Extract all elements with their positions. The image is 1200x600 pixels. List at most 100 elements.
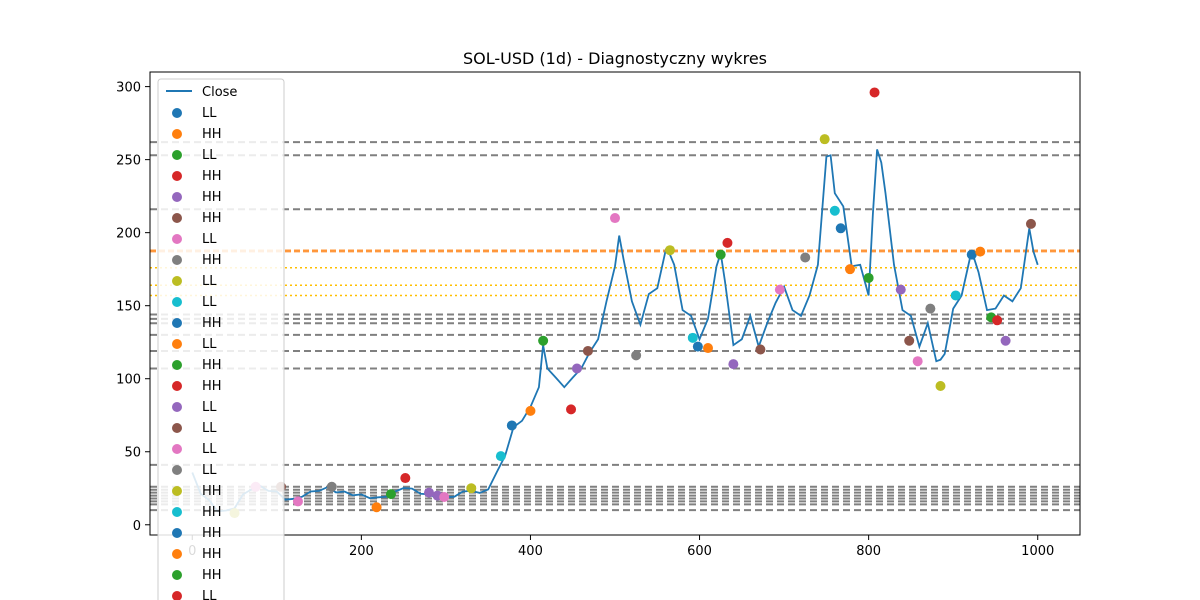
legend-pivot-swatch [172,255,182,265]
x-tick-label: 800 [856,544,881,559]
pivot-marker [1025,218,1036,229]
pivot-marker [895,284,906,295]
pivot-marker-ll [722,237,733,248]
pivot-marker-hh [506,420,517,431]
legend-pivot-label: HH [202,547,222,562]
legend-pivot-label: HH [202,316,222,331]
pivot-marker-ll [292,496,303,507]
pivot-marker-hh [692,341,703,352]
y-tick-label: 250 [116,154,141,169]
legend-pivot-label: LL [202,463,217,478]
legend-pivot-label: LL [202,274,217,289]
legend-pivot-label: LL [202,442,217,457]
legend-pivot-label: LL [202,337,217,352]
legend-pivot-label: LL [202,295,217,310]
legend-box [157,78,285,600]
pivot-marker-ll [571,363,582,374]
pivot-marker [819,134,830,145]
pivot-marker [424,487,434,498]
pivot-marker-hh [400,473,411,484]
pivot-marker [975,246,986,257]
pivot-marker [869,87,880,98]
pivot-marker [1000,335,1011,346]
legend-pivot-label: HH [202,568,222,583]
pivot-marker [439,492,450,503]
legend-pivot-label: HH [202,253,222,268]
pivot-marker-ll [631,350,642,361]
pivot-marker-ll [385,489,396,500]
legend-pivot-label: LL [202,148,217,163]
legend-pivot-label: HH [202,505,222,520]
y-tick-label: 50 [124,446,141,461]
legend-pivot-swatch [172,213,182,223]
x-tick-label: 1000 [1021,544,1054,559]
legend-pivot-swatch [172,297,182,307]
pivot-marker [925,303,936,314]
pivot-marker [863,272,874,283]
legend-pivot-label: LL [202,106,217,121]
pivot-marker-hh [715,249,726,260]
legend-pivot-label: HH [202,211,222,226]
pivot-marker [935,381,946,392]
pivot-marker [800,252,811,263]
legend-pivot-swatch [172,339,182,349]
legend-pivot-label: HH [202,190,222,205]
pivot-marker [371,502,382,513]
pivot-marker [845,264,856,275]
legend-pivot-swatch [172,108,182,118]
legend-pivot-swatch [172,528,182,538]
legend-pivot-label: HH [202,484,222,499]
pivot-marker [829,205,840,216]
close-price-line [191,149,1039,513]
pivot-marker-hh [703,343,713,354]
pivot-marker [950,290,961,301]
legend-pivot-swatch [172,465,182,475]
pivot-marker-ll [495,451,506,462]
plot-area: 02004006008001000050100150200250300Close… [116,71,1081,600]
legend-pivot-label: HH [202,169,222,184]
legend-pivot-swatch [172,444,182,454]
legend-pivot-swatch [172,192,182,202]
x-tick-label: 600 [687,544,712,559]
legend-pivot-swatch [172,276,182,286]
pivot-marker-ll [525,405,536,416]
pivot-marker [774,284,785,295]
legend-pivot-swatch [172,360,182,370]
pivot-marker [992,315,1003,326]
legend-pivot-label: LL [202,589,217,600]
pivot-marker-ll [466,483,477,494]
legend-pivot-swatch [172,591,182,600]
pivot-marker-hh [664,245,675,256]
axes-frame [149,71,1081,536]
chart-title: SOL-USD (1d) - Diagnostyczny wykres [463,49,767,68]
pivot-marker-hh [566,404,577,415]
legend-pivot-swatch [172,129,182,139]
pivot-marker [755,344,766,355]
legend-pivot-swatch [172,549,182,559]
legend-pivot-swatch [172,507,182,517]
legend-pivot-swatch [172,570,182,580]
legend-pivot-swatch [172,318,182,328]
y-tick-label: 150 [116,300,141,315]
legend-pivot-label: HH [202,127,222,142]
pivot-marker [835,223,846,234]
legend-pivot-swatch [172,486,182,496]
legend-pivot-swatch [172,171,182,181]
legend-pivot-label: LL [202,232,217,247]
x-tick-label: 200 [349,544,374,559]
pivot-marker-hh [687,332,698,343]
pivot-marker-ll [610,213,620,224]
pivot-marker-hh [326,481,337,492]
pivot-marker [912,356,923,367]
pivot-marker [966,249,977,260]
pivot-marker-ll [582,345,593,356]
legend-pivot-label: HH [202,526,222,541]
pivot-marker [904,335,915,346]
legend-pivot-swatch [172,423,182,433]
legend-pivot-swatch [172,402,182,412]
y-tick-label: 100 [116,373,141,388]
legend-pivot-swatch [172,150,182,160]
legend-pivot-label: HH [202,358,222,373]
x-tick-label: 400 [518,544,543,559]
